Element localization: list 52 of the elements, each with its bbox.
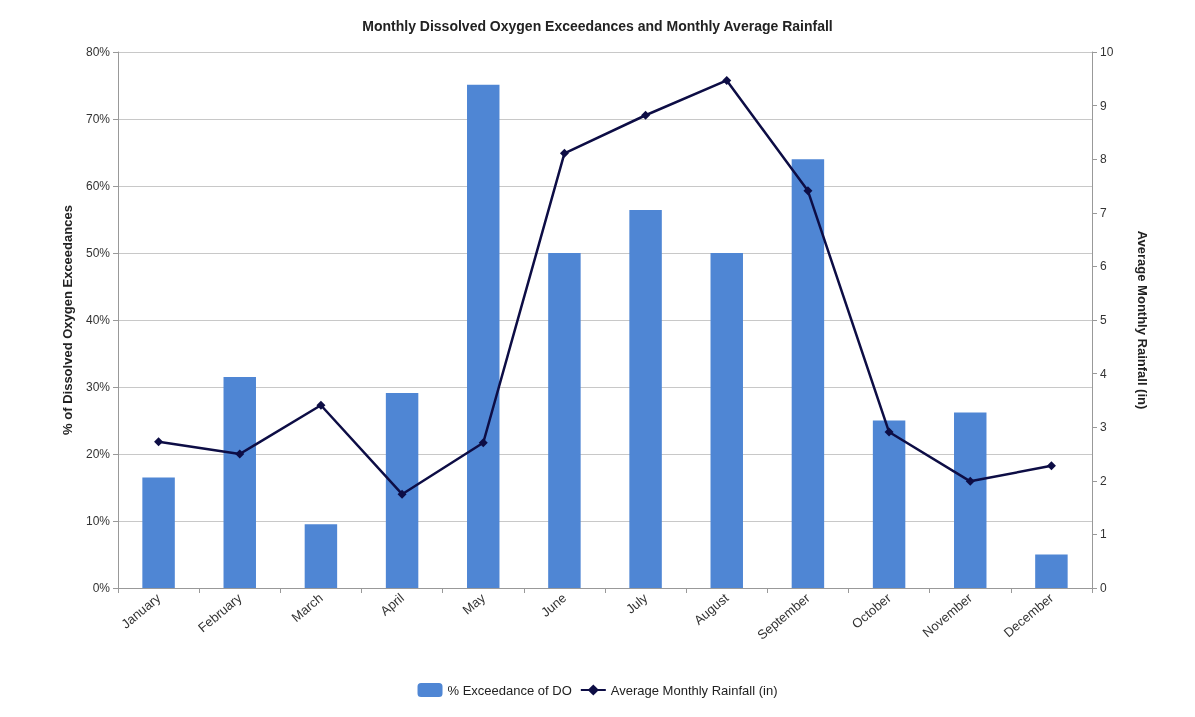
y-tick-label: 70%: [85, 112, 111, 126]
legend-label: Average Monthly Rainfall (in): [610, 682, 778, 698]
legend-label: % Exceedance of DO: [447, 682, 572, 698]
point: [1046, 461, 1056, 471]
bar: [142, 477, 175, 588]
y-axis-title: % of Dissolved Oxygen Exceedances: [60, 205, 75, 435]
y2-tick-label: 1: [1100, 527, 1107, 542]
bar: [548, 253, 581, 588]
point: [316, 400, 326, 410]
bar: [872, 420, 906, 588]
y2-tick-label: 10: [1100, 45, 1114, 59]
y2-tick-label: 7: [1100, 205, 1107, 220]
bar: [791, 159, 825, 588]
y2-tick-label: 0: [1100, 581, 1107, 595]
y-tick-label: 60%: [85, 179, 111, 193]
bar: [954, 412, 987, 588]
bar: [467, 84, 500, 588]
x-tick-label: June: [537, 590, 570, 620]
y2-tick-label: 5: [1100, 313, 1107, 327]
point: [154, 437, 164, 447]
point: [641, 110, 651, 120]
y-tick-label: 50%: [85, 246, 111, 260]
y-tick-label: 0%: [92, 581, 111, 595]
y2-tick-label: 3: [1100, 420, 1107, 435]
bar: [304, 524, 338, 588]
y2-tick-label: 2: [1100, 473, 1107, 488]
y-tick-label: 30%: [85, 380, 111, 394]
point: [235, 449, 245, 459]
y-tick-label: 40%: [85, 313, 111, 327]
point: [965, 476, 975, 486]
bar: [629, 210, 662, 588]
y-tick-label: 20%: [85, 447, 111, 461]
point: [803, 186, 813, 196]
y2-tick-label: 6: [1100, 259, 1107, 274]
y-tick-label: 80%: [85, 45, 111, 59]
point: [722, 75, 732, 85]
y-tick-label: 10%: [85, 514, 111, 528]
chart-title: Monthly Dissolved Oxygen Exceedances and Monthly Average Rainfall: [362, 18, 833, 34]
bar: [1035, 554, 1068, 588]
point: [559, 148, 569, 158]
x-tick-label: July: [623, 589, 651, 617]
y2-tick-label: 8: [1100, 152, 1107, 167]
bar: [385, 393, 419, 588]
y2-axis-title: Average Monthly Rainfall (in): [1135, 230, 1150, 410]
bar: [710, 253, 743, 588]
bar: [223, 376, 256, 588]
point: [397, 489, 407, 499]
point: [884, 427, 894, 437]
point: [478, 438, 488, 448]
y2-tick-label: 4: [1100, 366, 1107, 381]
x-tick-label: May: [459, 589, 489, 618]
y2-tick-label: 9: [1100, 98, 1107, 113]
